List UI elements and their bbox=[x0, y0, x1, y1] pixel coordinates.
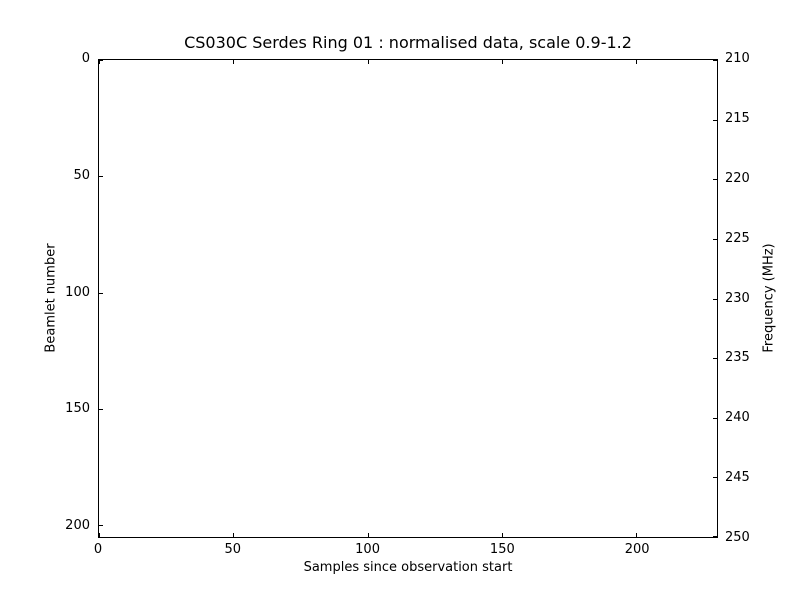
y-left-tick-label: 200 bbox=[65, 518, 90, 534]
y-left-tick-label: 0 bbox=[81, 51, 90, 66]
y-right-tick-label: 250 bbox=[725, 530, 750, 545]
x-tick-mark-top bbox=[636, 60, 637, 64]
x-tick-mark-bottom bbox=[502, 533, 503, 537]
x-axis-label: Samples since observation start bbox=[303, 560, 513, 575]
x-tick-mark-top bbox=[233, 60, 234, 64]
x-tick-mark-bottom bbox=[368, 533, 369, 537]
x-tick-mark-top bbox=[368, 60, 369, 64]
y-right-tick-label: 220 bbox=[725, 170, 750, 186]
y-left-tick-label: 150 bbox=[65, 401, 90, 417]
y-right-tick-mark bbox=[713, 418, 717, 419]
y-left-tick-mark bbox=[99, 409, 103, 410]
y-right-tick-mark bbox=[713, 536, 717, 537]
y-right-tick-mark bbox=[713, 477, 717, 478]
x-tick-label: 0 bbox=[93, 542, 103, 557]
y-right-tick-label: 240 bbox=[725, 410, 750, 426]
y-left-tick-label: 50 bbox=[73, 167, 90, 183]
y-right-tick-mark bbox=[713, 179, 717, 180]
y-right-tick-label: 245 bbox=[725, 470, 750, 486]
x-tick-mark-bottom bbox=[99, 533, 100, 537]
y-right-tick-label: 215 bbox=[725, 110, 750, 126]
x-tick-label: 200 bbox=[624, 542, 650, 557]
y-left-tick-mark bbox=[99, 176, 103, 177]
y-left-tick-mark bbox=[99, 525, 103, 526]
chart-title: CS030C Serdes Ring 01 : normalised data,… bbox=[184, 33, 632, 52]
y-right-tick-label: 230 bbox=[725, 290, 750, 306]
y-right-tick-mark bbox=[713, 358, 717, 359]
x-tick-mark-top bbox=[99, 60, 100, 64]
y-right-tick-mark bbox=[713, 299, 717, 300]
y-left-tick-mark bbox=[99, 293, 103, 294]
y-right-tick-label: 210 bbox=[725, 51, 750, 66]
y-right-tick-label: 235 bbox=[725, 350, 750, 366]
x-tick-mark-top bbox=[502, 60, 503, 64]
y-right-axis-label: Frequency (MHz) bbox=[761, 243, 777, 353]
x-tick-mark-bottom bbox=[636, 533, 637, 537]
plot-area bbox=[98, 59, 718, 538]
y-right-tick-mark bbox=[713, 239, 717, 240]
y-right-tick-mark bbox=[713, 60, 717, 61]
x-tick-label: 150 bbox=[489, 542, 515, 557]
x-tick-label: 50 bbox=[224, 542, 242, 557]
y-left-tick-label: 100 bbox=[65, 284, 90, 300]
y-right-tick-label: 225 bbox=[725, 230, 750, 246]
x-tick-mark-bottom bbox=[233, 533, 234, 537]
y-left-tick-mark bbox=[99, 60, 103, 61]
x-tick-label: 100 bbox=[355, 542, 380, 557]
y-right-tick-mark bbox=[713, 120, 717, 121]
